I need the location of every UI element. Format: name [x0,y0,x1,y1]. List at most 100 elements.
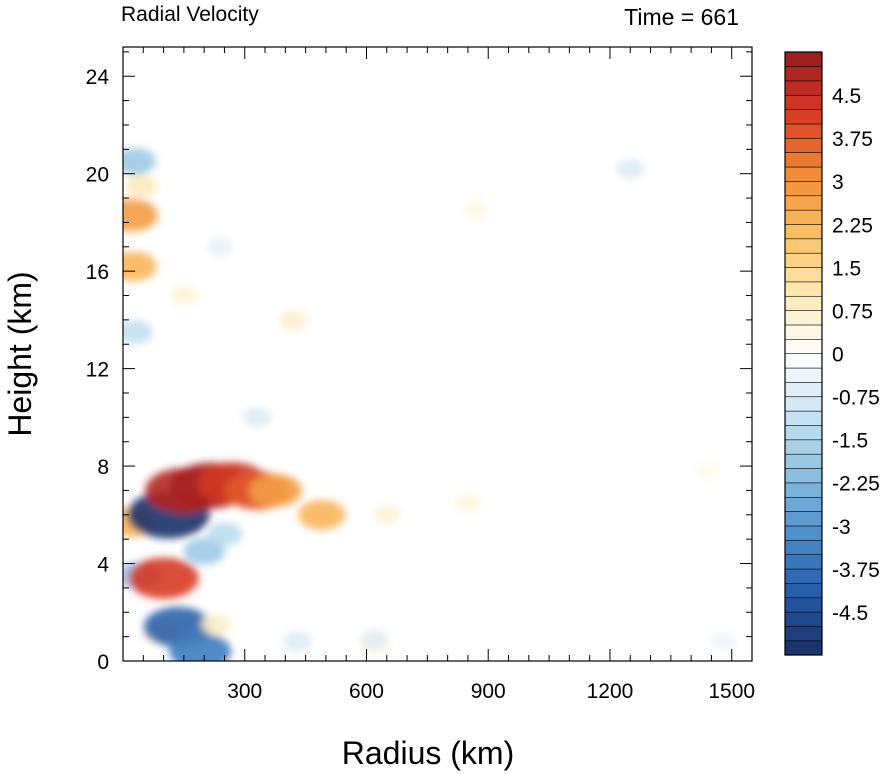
velocity-cell-3 [125,174,158,197]
colorbar-bin [784,597,823,613]
colorbar-bin [784,223,823,240]
velocity-cell-7 [128,557,199,599]
colorbar-bin [784,439,823,455]
colorbar-bin [784,238,823,254]
velocity-cell-19 [206,522,243,547]
colorbar-bin [784,166,823,182]
colorbar-bin [784,295,823,311]
velocity-cell-22 [170,285,198,306]
colorbar-bin [784,195,823,211]
time-label: Time = 661 [624,4,739,30]
y-tick-label: 12 [86,359,109,382]
colorbar-bin [784,353,823,369]
colorbar-bin [784,310,823,326]
colorbar-bin [784,94,823,110]
x-tick-label: 600 [349,680,384,703]
velocity-cell-18 [183,538,225,565]
chart-title: Radial Velocity [121,3,259,26]
colorbar-bin [784,611,823,627]
velocity-cell-2 [123,148,156,175]
colorbar-bin [784,267,823,283]
colorbar-label: -0.75 [832,387,880,410]
colorbar-label: -3.75 [832,559,880,582]
velocity-cell-1 [123,251,157,282]
colorbar-bin [784,482,823,498]
velocity-cell-33 [201,614,232,635]
velocity-cell-24 [373,505,401,525]
velocity-cell-27 [463,201,489,220]
colorbar: 4.5 3.75 3 2.25 1.5 0.75 0 -0.75 -1.5 -2.25 -3 -3.7… [784,51,880,656]
x-axis: 300 600 900 1200 1500 [122,47,755,703]
colorbar-label: 1.5 [832,257,861,280]
plot-frame [122,46,753,662]
colorbar-bin [784,367,823,383]
colorbar-bin [784,66,823,82]
velocity-cell-23 [207,237,234,257]
x-tick-label: 300 [227,680,262,703]
colorbar-bin [784,396,823,412]
y-tick-label: 4 [97,554,109,577]
colorbar-bin [784,338,823,355]
colorbar-bin [784,152,823,168]
colorbar-label: 0.75 [832,300,873,323]
colorbar-label: -4.5 [832,602,868,625]
colorbar-bin [784,568,823,584]
velocity-cell-31 [361,629,389,649]
colorbar-label: 0 [832,344,844,367]
velocity-cell-4 [123,320,153,344]
colorbar-bin [784,496,823,512]
velocity-cell-17 [298,499,346,530]
colorbar-bin [784,252,823,268]
colorbar-label: 4.5 [832,85,861,108]
colorbar-bin [784,582,823,599]
colorbar-label: 3 [832,171,844,194]
colorbar-bin [784,381,823,398]
colorbar-bin [784,281,823,297]
velocity-cell-28 [695,462,720,480]
colorbar-bin [784,324,823,340]
colorbar-bin [784,539,823,556]
colorbar-bin [784,424,823,441]
velocity-cell-26 [616,158,645,179]
colorbar-bin [784,453,823,469]
colorbar-bin [784,180,823,197]
heatmap-field [123,148,736,661]
colorbar-bin [784,640,823,656]
colorbar-label: 2.25 [832,214,873,237]
y-axis-label: Height (km) [2,271,38,436]
colorbar-label: 3.75 [832,128,873,151]
velocity-cell-20 [242,407,272,428]
y-tick-label: 8 [97,456,109,479]
colorbar-bin [784,109,823,125]
y-tick-label: 20 [86,164,109,187]
y-tick-label: 24 [86,66,110,89]
y-tick-label: 0 [97,651,109,674]
plot-area [123,47,752,661]
colorbar-label: -3 [832,516,851,539]
velocity-cell-11 [169,632,232,661]
velocity-cell-30 [283,631,312,652]
colorbar-bin [784,51,823,67]
colorbar-label: -1.5 [832,430,868,453]
x-tick-label: 1200 [587,680,634,703]
velocity-cell-21 [279,309,308,330]
x-axis-label: Radius (km) [342,735,514,771]
y-axis: 0 4 8 12 16 20 24 [86,51,752,674]
colorbar-bin [784,137,823,153]
colorbar-bin [784,511,823,527]
colorbar-bin [784,554,823,570]
velocity-cell-25 [454,493,481,513]
colorbar-bin [784,525,823,541]
colorbar-bin [784,80,823,96]
colorbar-bin [784,209,823,225]
x-tick-label: 1500 [708,680,755,703]
y-tick-label: 16 [86,261,109,284]
x-tick-label: 900 [471,680,506,703]
velocity-cell-16 [248,474,302,507]
colorbar-label: -2.25 [832,473,880,496]
velocity-cell-0 [123,198,158,232]
colorbar-bin [784,123,823,139]
colorbar-bin [784,410,823,426]
colorbar-bin [784,625,823,642]
